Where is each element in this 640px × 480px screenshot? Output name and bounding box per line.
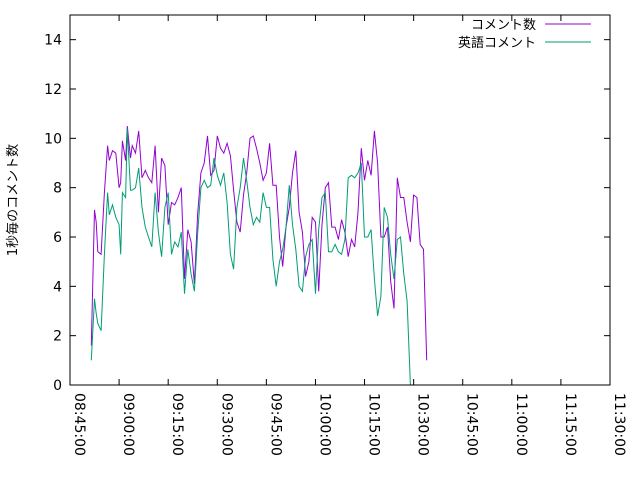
legend-label-1: 英語コメント bbox=[458, 35, 536, 51]
y-axis-label: 1秒毎のコメント数 bbox=[5, 144, 21, 256]
x-tick-label-3: 09:30:00 bbox=[218, 393, 234, 456]
x-tick-label-6: 10:15:00 bbox=[366, 393, 382, 456]
y-tick-label-3: 6 bbox=[53, 230, 62, 246]
y-tick-label-0: 0 bbox=[53, 378, 62, 394]
x-tick-label-7: 10:30:00 bbox=[415, 393, 431, 456]
y-tick-label-2: 4 bbox=[53, 279, 62, 295]
y-axis-ticks: 0 2 4 6 8 10 12 14 bbox=[44, 33, 610, 394]
y-tick-label-1: 2 bbox=[53, 329, 62, 345]
legend-label-0: コメント数 bbox=[471, 18, 536, 33]
plot-frame bbox=[69, 14, 611, 386]
y-tick-label-4: 8 bbox=[53, 181, 62, 197]
x-tick-label-4: 09:45:00 bbox=[267, 393, 283, 456]
series-line-1 bbox=[90, 128, 411, 386]
y-tick-label-6: 12 bbox=[44, 82, 62, 98]
x-tick-label-9: 11:00:00 bbox=[513, 393, 529, 456]
x-tick-label-8: 10:45:00 bbox=[464, 393, 480, 456]
y-tick-label-7: 14 bbox=[44, 33, 62, 49]
x-tick-label-2: 09:15:00 bbox=[169, 393, 185, 456]
x-tick-label-5: 10:00:00 bbox=[316, 393, 332, 456]
x-axis-ticks: 08:45:00 09:00:00 09:15:00 09:30:00 09:45:00… bbox=[69, 15, 627, 456]
x-tick-label-10: 11:15:00 bbox=[562, 393, 578, 456]
series-lines bbox=[90, 125, 428, 386]
legend: コメント数 英語コメント bbox=[458, 18, 591, 51]
y-tick-label-5: 10 bbox=[44, 131, 62, 147]
x-tick-label-1: 09:00:00 bbox=[120, 393, 136, 456]
x-tick-label-11: 11:30:00 bbox=[611, 393, 627, 456]
series-line-0 bbox=[90, 125, 428, 361]
x-tick-label-0: 08:45:00 bbox=[71, 393, 87, 456]
